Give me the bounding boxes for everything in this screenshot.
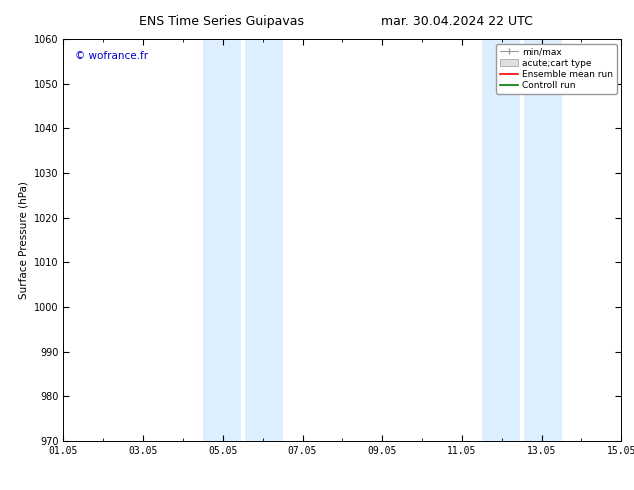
Bar xyxy=(245,39,283,441)
Text: © wofrance.fr: © wofrance.fr xyxy=(75,51,148,61)
Text: ENS Time Series Guipavas: ENS Time Series Guipavas xyxy=(139,15,304,28)
Bar xyxy=(482,39,520,441)
Bar xyxy=(203,39,241,441)
Y-axis label: Surface Pressure (hPa): Surface Pressure (hPa) xyxy=(18,181,29,299)
Legend: min/max, acute;cart type, Ensemble mean run, Controll run: min/max, acute;cart type, Ensemble mean … xyxy=(496,44,617,94)
Bar xyxy=(524,39,562,441)
Text: mar. 30.04.2024 22 UTC: mar. 30.04.2024 22 UTC xyxy=(380,15,533,28)
